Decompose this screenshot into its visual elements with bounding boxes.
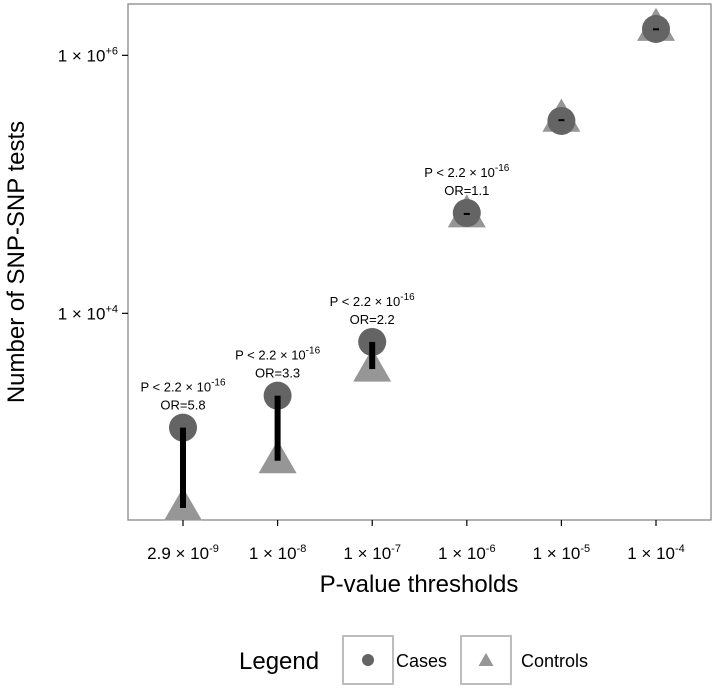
annotation-p-value: P < 2.2 × 10-16 [140,378,226,395]
annotation-p-value: P < 2.2 × 10-16 [424,163,510,180]
x-tick-label: 1 × 10-4 [627,543,685,563]
difference-bar [274,395,281,461]
legend: Legend Cases Controls [239,635,588,685]
difference-bar [180,427,186,508]
x-tick-label: 1 × 10-5 [533,543,591,563]
annotation-odds-ratio: OR=2.2 [350,312,395,327]
x-tick-label: 2.9 × 10-9 [147,543,219,563]
x-tick-label: 1 × 10-7 [343,543,401,563]
legend-item-label: Controls [521,651,588,671]
legend-circle-icon [362,654,374,666]
x-tick-label: 1 × 10-8 [249,543,307,563]
legend-item-label: Cases [396,651,447,671]
annotation-odds-ratio: OR=1.1 [444,183,489,198]
data-marks [164,7,675,521]
annotation-p-value: P < 2.2 × 10-16 [330,292,416,309]
legend-title: Legend [239,648,319,675]
legend-triangle-icon [478,652,494,666]
y-axis-title: Number of SNP-SNP tests [3,121,30,403]
annotation-odds-ratio: OR=3.3 [255,366,300,381]
difference-bar [369,341,376,370]
difference-bar [558,119,565,122]
difference-bar [653,28,659,31]
difference-bar [463,212,470,215]
y-tick-label: 1 × 10+4 [58,303,118,323]
plot-panel [127,3,712,521]
x-axis-ticks: 2.9 × 10-9 1 × 10-8 1 × 10-7 1 × 10-6 1 × 10… [147,520,685,563]
x-axis-title: P-value thresholds [320,571,519,598]
y-tick-label: 1 × 10+6 [58,45,118,65]
annotations: P < 2.2 × 10-16 OR=5.8 P < 2.2 × 10-16 OR=3… [140,163,509,413]
x-tick-label: 1 × 10-6 [438,543,496,563]
y-axis-ticks: 1 × 10+4 1 × 10+6 [58,45,128,323]
annotation-odds-ratio: OR=5.8 [160,398,205,413]
annotation-p-value: P < 2.2 × 10-16 [235,346,321,363]
